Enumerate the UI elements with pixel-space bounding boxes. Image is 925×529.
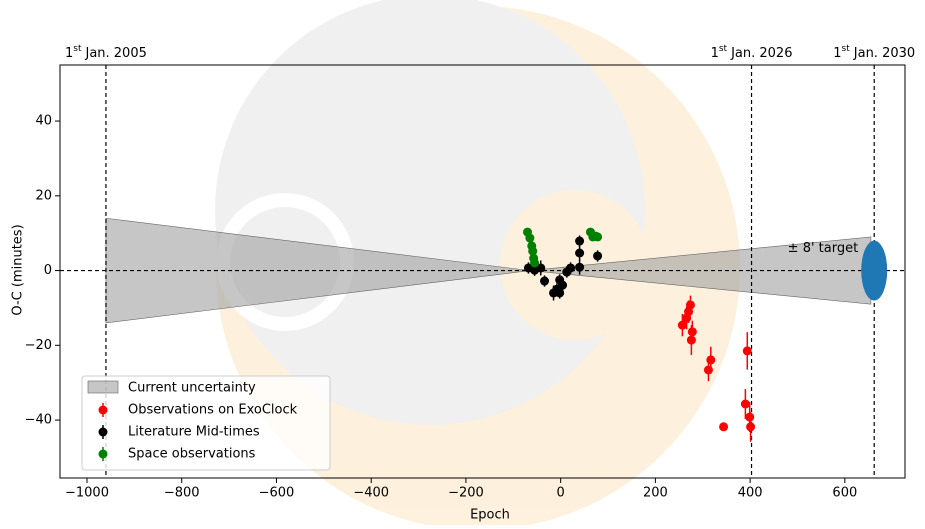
watermark-c [500, 190, 650, 340]
point [575, 262, 585, 272]
point [703, 365, 713, 375]
point [593, 251, 603, 261]
x-axis-label: Epoch [470, 508, 510, 523]
legend-label: Space observations [128, 447, 256, 462]
date-text: Jan. 2030 [853, 46, 915, 61]
point [555, 288, 565, 298]
point [575, 248, 585, 258]
date-label: 1st Jan. 2026 [711, 44, 793, 61]
date-suffix: st [73, 44, 82, 54]
date-label: 1st Jan. 2005 [65, 44, 147, 61]
target-label: ± 8' target [788, 241, 859, 256]
point [687, 327, 697, 337]
y-tick-label: 40 [35, 114, 52, 129]
date-label: 1st Jan. 2030 [833, 44, 915, 61]
point [525, 233, 535, 243]
point [706, 355, 716, 365]
point [745, 412, 755, 422]
date-text: Jan. 2026 [730, 46, 792, 61]
point [685, 300, 695, 310]
point [536, 263, 546, 273]
point [742, 346, 752, 356]
y-tick-label: 20 [35, 188, 52, 203]
x-tick-label: −1000 [65, 486, 109, 501]
legend-label: Current uncertainty [128, 381, 256, 396]
date-suffix: st [719, 44, 728, 54]
x-tick-label: 400 [738, 486, 763, 501]
x-tick-label: 0 [557, 486, 565, 501]
date-day: 1 [711, 46, 719, 61]
target-ellipse [861, 240, 888, 301]
y-axis-label: O-C (minutes) [11, 224, 26, 315]
legend-marker [98, 427, 108, 437]
legend-label: Observations on ExoClock [128, 403, 298, 418]
point [746, 422, 756, 432]
legend-swatch [87, 380, 119, 394]
legend-marker [98, 449, 108, 459]
point [575, 236, 585, 246]
date-day: 1 [833, 46, 841, 61]
y-tick-label: −40 [25, 413, 52, 428]
point [593, 232, 603, 242]
point [530, 258, 540, 268]
legend-label: Literature Mid-times [128, 425, 260, 440]
point [528, 246, 538, 256]
point [719, 422, 729, 432]
date-suffix: st [842, 44, 851, 54]
plot-frame [59, 64, 906, 479]
x-tick-label: −400 [353, 486, 389, 501]
legend-box [81, 375, 331, 471]
x-tick-label: 200 [643, 486, 668, 501]
point [540, 276, 550, 286]
point [740, 399, 750, 409]
legend-marker [98, 405, 108, 415]
y-tick-label: −20 [25, 338, 52, 353]
date-text: Jan. 2005 [84, 46, 146, 61]
x-tick-label: −600 [259, 486, 295, 501]
point [566, 263, 576, 273]
point [686, 335, 696, 345]
x-tick-label: −800 [164, 486, 200, 501]
date-day: 1 [65, 46, 73, 61]
x-tick-label: 600 [832, 486, 857, 501]
x-tick-label: −200 [448, 486, 484, 501]
y-tick-label: 0 [44, 263, 52, 278]
legend: Current uncertainty Observations on ExoCl… [81, 375, 331, 471]
point [677, 320, 687, 330]
